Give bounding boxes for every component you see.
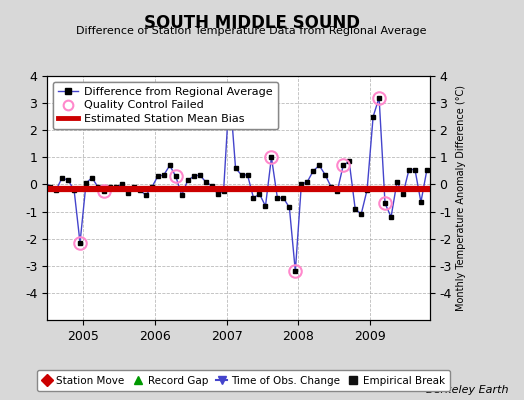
Text: SOUTH MIDDLE SOUND: SOUTH MIDDLE SOUND [144, 14, 359, 32]
Legend: Station Move, Record Gap, Time of Obs. Change, Empirical Break: Station Move, Record Gap, Time of Obs. C… [37, 370, 450, 391]
Text: Berkeley Earth: Berkeley Earth [426, 385, 508, 395]
Text: Difference of Station Temperature Data from Regional Average: Difference of Station Temperature Data f… [77, 26, 427, 36]
Legend: Difference from Regional Average, Quality Control Failed, Estimated Station Mean: Difference from Regional Average, Qualit… [53, 82, 278, 129]
Y-axis label: Monthly Temperature Anomaly Difference (°C): Monthly Temperature Anomaly Difference (… [456, 85, 466, 311]
